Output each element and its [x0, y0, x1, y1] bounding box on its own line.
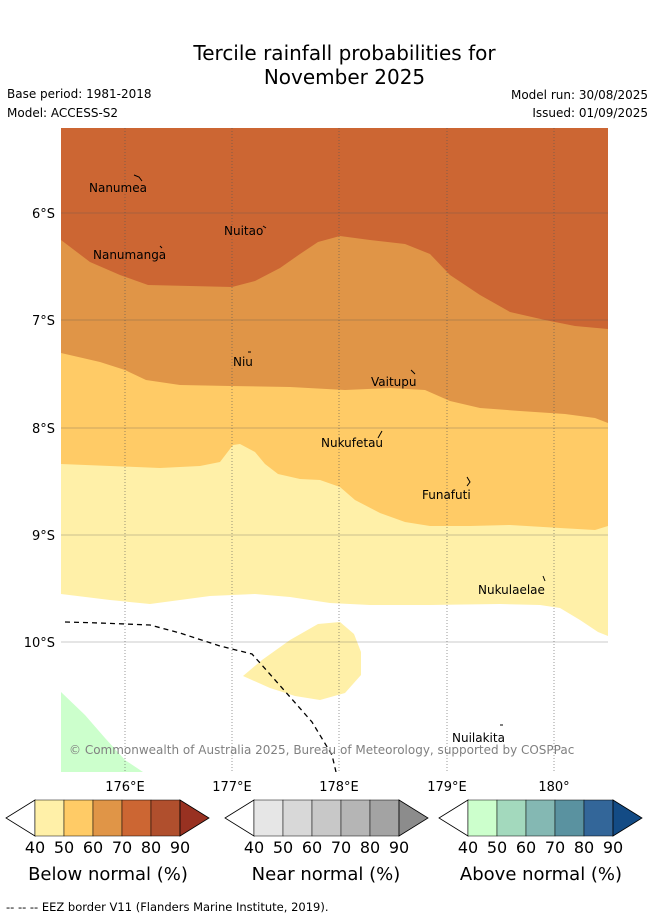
below-normal-colorbar	[5, 799, 210, 837]
base-period: Base period: 1981-2018	[7, 87, 152, 101]
colorbar-tick-label: 40	[24, 838, 46, 857]
above-normal-label: Above normal (%)	[459, 864, 623, 885]
colorbar-tick-label: 80	[359, 838, 381, 857]
colorbar-tick-label: 90	[602, 838, 624, 857]
near-normal-colorbar	[224, 799, 429, 837]
place-label: Nuilakita	[452, 731, 505, 745]
colorbar-swatch	[253, 799, 284, 837]
place-label: Nukulaelae	[478, 583, 545, 597]
colorbar-swatch	[340, 799, 371, 837]
latitude-labels: 6°S 7°S 8°S 9°S 10°S	[24, 207, 55, 651]
colorbar-max-extension	[179, 799, 210, 837]
colorbar-swatch	[34, 799, 65, 837]
place-labels: Nanumea Nuitao Nanumanga Niu Vaitupu Nuk…	[89, 181, 545, 745]
colorbar-swatch	[554, 799, 585, 837]
colorbar-tick-label: 90	[169, 838, 191, 857]
lon-label: 178°E	[319, 780, 359, 795]
issued-date: Issued: 01/09/2025	[532, 106, 648, 120]
colorbar-tick-label: 70	[111, 838, 133, 857]
above-normal-colorbar	[438, 799, 643, 837]
island-marks	[133, 174, 546, 726]
colorbar-tick-label: 80	[573, 838, 595, 857]
colorbar-swatch	[467, 799, 498, 837]
model-name: Model: ACCESS-S2	[7, 106, 119, 120]
colorbar-tick-label: 50	[272, 838, 294, 857]
near-normal-label: Near normal (%)	[251, 864, 401, 885]
place-label: Nukufetau	[321, 436, 383, 450]
place-label: Niu	[233, 355, 253, 369]
colorbar-swatch	[496, 799, 527, 837]
colorbar-max-extension	[398, 799, 429, 837]
colorbar-tick-label: 40	[243, 838, 265, 857]
colorbar-swatch	[369, 799, 400, 837]
colorbar-tick-label: 70	[330, 838, 352, 857]
colorbar-tick-label: 60	[82, 838, 104, 857]
graticule	[124, 128, 555, 772]
map-title-line1: Tercile rainfall probabilities for	[193, 41, 496, 65]
place-label: Nuitao	[224, 224, 263, 238]
colorbar-tick-label: 60	[515, 838, 537, 857]
below-normal-70-80-region	[61, 128, 608, 329]
colorbar-swatch	[121, 799, 152, 837]
eez-border-line	[64, 621, 337, 772]
place-label: Funafuti	[422, 488, 471, 502]
lat-label: 6°S	[32, 207, 55, 222]
colorbar-tick-label: 50	[53, 838, 75, 857]
below-normal-lobe-region	[243, 622, 361, 700]
colorbar-swatch	[583, 799, 614, 837]
colorbar-swatch	[150, 799, 181, 837]
colorbar-tick-label: 80	[140, 838, 162, 857]
place-label: Nanumanga	[93, 248, 166, 262]
colorbar-min-extension	[438, 799, 469, 837]
lat-label: 9°S	[32, 529, 55, 544]
lat-label: 8°S	[32, 422, 55, 437]
eez-footnote: -- -- -- EEZ border V11 (Flanders Marine…	[6, 900, 329, 914]
below-normal-label: Below normal (%)	[28, 864, 188, 885]
model-run: Model run: 30/08/2025	[510, 88, 648, 102]
colorbar-tick-label: 90	[388, 838, 410, 857]
colorbar-max-extension	[612, 799, 643, 837]
colorbar-swatch	[311, 799, 342, 837]
map-title-line2: November 2025	[263, 65, 426, 89]
copyright-notice: © Commonwealth of Australia 2025, Bureau…	[69, 743, 574, 757]
probability-regions	[61, 128, 608, 772]
colorbar-tick-label: 60	[301, 838, 323, 857]
colorbar-tick-label: 50	[486, 838, 508, 857]
colorbar-swatch	[63, 799, 94, 837]
place-label: Nanumea	[89, 181, 147, 195]
colorbar-min-extension	[224, 799, 255, 837]
colorbar-tick-label: 70	[544, 838, 566, 857]
place-label: Vaitupu	[371, 375, 417, 389]
colorbar-min-extension	[5, 799, 36, 837]
longitude-labels: 176°E 177°E 178°E 179°E 180°	[105, 780, 569, 795]
lat-label: 10°S	[24, 636, 55, 651]
lon-label: 179°E	[427, 780, 467, 795]
lon-label: 177°E	[212, 780, 252, 795]
colorbar-swatch	[92, 799, 123, 837]
colorbar-swatch	[525, 799, 556, 837]
colorbar-swatch	[282, 799, 313, 837]
latitude-lines	[61, 212, 608, 643]
lon-label: 176°E	[105, 780, 145, 795]
lat-label: 7°S	[32, 314, 55, 329]
above-normal-40-50-region	[61, 692, 143, 772]
colorbar-tick-label: 40	[457, 838, 479, 857]
lon-label: 180°	[538, 780, 569, 795]
